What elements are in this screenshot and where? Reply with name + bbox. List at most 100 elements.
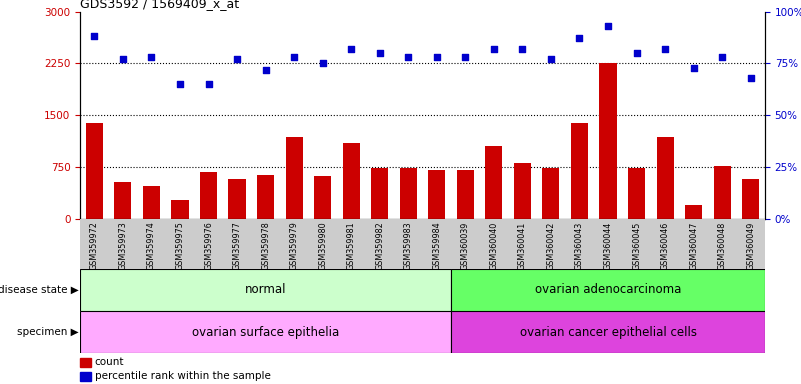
- Text: GSM359977: GSM359977: [232, 221, 242, 270]
- Text: GSM359974: GSM359974: [147, 221, 156, 270]
- Point: [545, 56, 557, 62]
- Text: specimen ▶: specimen ▶: [17, 327, 78, 337]
- Bar: [429, 170, 445, 219]
- Text: GSM360047: GSM360047: [689, 221, 698, 270]
- Point: [602, 23, 614, 29]
- Text: GSM359975: GSM359975: [175, 221, 184, 270]
- Bar: [736, 219, 765, 269]
- Point: [687, 65, 700, 71]
- Text: disease state ▶: disease state ▶: [0, 285, 78, 295]
- Point: [174, 81, 187, 87]
- Bar: [280, 219, 308, 269]
- Point: [202, 81, 215, 87]
- Bar: [371, 168, 388, 219]
- Bar: [685, 205, 702, 219]
- Text: GSM359973: GSM359973: [119, 221, 127, 270]
- Bar: [451, 219, 480, 269]
- Bar: [485, 146, 502, 219]
- Text: GSM360039: GSM360039: [461, 221, 470, 270]
- Bar: [286, 137, 303, 219]
- Bar: [257, 175, 274, 219]
- Point: [373, 50, 386, 56]
- Point: [716, 54, 729, 60]
- Point: [260, 66, 272, 73]
- Text: GSM360041: GSM360041: [518, 221, 527, 270]
- Point: [288, 54, 300, 60]
- Bar: [451, 311, 765, 353]
- Point: [488, 46, 501, 52]
- Bar: [514, 163, 531, 219]
- Text: GSM360048: GSM360048: [718, 221, 727, 270]
- Bar: [571, 124, 588, 219]
- Bar: [542, 168, 559, 219]
- Text: GSM360046: GSM360046: [661, 221, 670, 270]
- Bar: [80, 219, 109, 269]
- Text: ovarian surface epithelia: ovarian surface epithelia: [192, 326, 339, 339]
- Text: count: count: [95, 358, 124, 367]
- Text: GSM360044: GSM360044: [603, 221, 613, 270]
- Point: [344, 46, 357, 52]
- Text: GSM359981: GSM359981: [347, 221, 356, 270]
- Bar: [394, 219, 423, 269]
- Point: [744, 75, 757, 81]
- Bar: [423, 219, 451, 269]
- Text: GSM360042: GSM360042: [546, 221, 555, 270]
- Bar: [86, 124, 103, 219]
- Bar: [228, 179, 246, 219]
- Bar: [400, 169, 417, 219]
- Bar: [166, 219, 195, 269]
- Bar: [137, 219, 166, 269]
- Bar: [708, 219, 736, 269]
- Point: [459, 54, 472, 60]
- Point: [88, 33, 101, 40]
- Text: GSM359984: GSM359984: [433, 221, 441, 270]
- Text: GSM360049: GSM360049: [747, 221, 755, 270]
- Text: ovarian adenocarcinoma: ovarian adenocarcinoma: [535, 283, 681, 296]
- Bar: [679, 219, 708, 269]
- Bar: [566, 219, 594, 269]
- Text: GSM359979: GSM359979: [290, 221, 299, 270]
- Point: [145, 54, 158, 60]
- Bar: [195, 219, 223, 269]
- Point: [658, 46, 671, 52]
- Bar: [343, 143, 360, 219]
- Bar: [252, 219, 280, 269]
- Text: GSM359978: GSM359978: [261, 221, 270, 270]
- Bar: [537, 219, 566, 269]
- Bar: [657, 137, 674, 219]
- Text: GSM359983: GSM359983: [404, 221, 413, 270]
- Point: [402, 54, 415, 60]
- Bar: [742, 179, 759, 219]
- Bar: [457, 170, 474, 219]
- Point: [430, 54, 443, 60]
- Bar: [337, 219, 365, 269]
- Bar: [451, 269, 765, 311]
- Text: GSM360040: GSM360040: [489, 221, 498, 270]
- Point: [116, 56, 129, 62]
- Text: GSM360043: GSM360043: [575, 221, 584, 270]
- Bar: [622, 219, 650, 269]
- Text: GSM359976: GSM359976: [204, 221, 213, 270]
- Point: [316, 60, 329, 66]
- Point: [630, 50, 643, 56]
- Text: ovarian cancer epithelial cells: ovarian cancer epithelial cells: [520, 326, 697, 339]
- Text: percentile rank within the sample: percentile rank within the sample: [95, 371, 271, 381]
- Bar: [171, 200, 188, 219]
- Bar: [80, 372, 91, 381]
- Text: GDS3592 / 1569409_x_at: GDS3592 / 1569409_x_at: [80, 0, 239, 10]
- Bar: [143, 186, 160, 219]
- Text: normal: normal: [245, 283, 286, 296]
- Bar: [115, 182, 131, 219]
- Text: GSM359972: GSM359972: [90, 221, 99, 270]
- Bar: [80, 358, 91, 367]
- Bar: [80, 311, 451, 353]
- Point: [231, 56, 244, 62]
- Bar: [308, 219, 337, 269]
- Bar: [599, 63, 617, 219]
- Bar: [223, 219, 252, 269]
- Bar: [594, 219, 622, 269]
- Text: GSM359980: GSM359980: [318, 221, 327, 270]
- Bar: [650, 219, 679, 269]
- Text: GSM359982: GSM359982: [375, 221, 384, 270]
- Bar: [109, 219, 137, 269]
